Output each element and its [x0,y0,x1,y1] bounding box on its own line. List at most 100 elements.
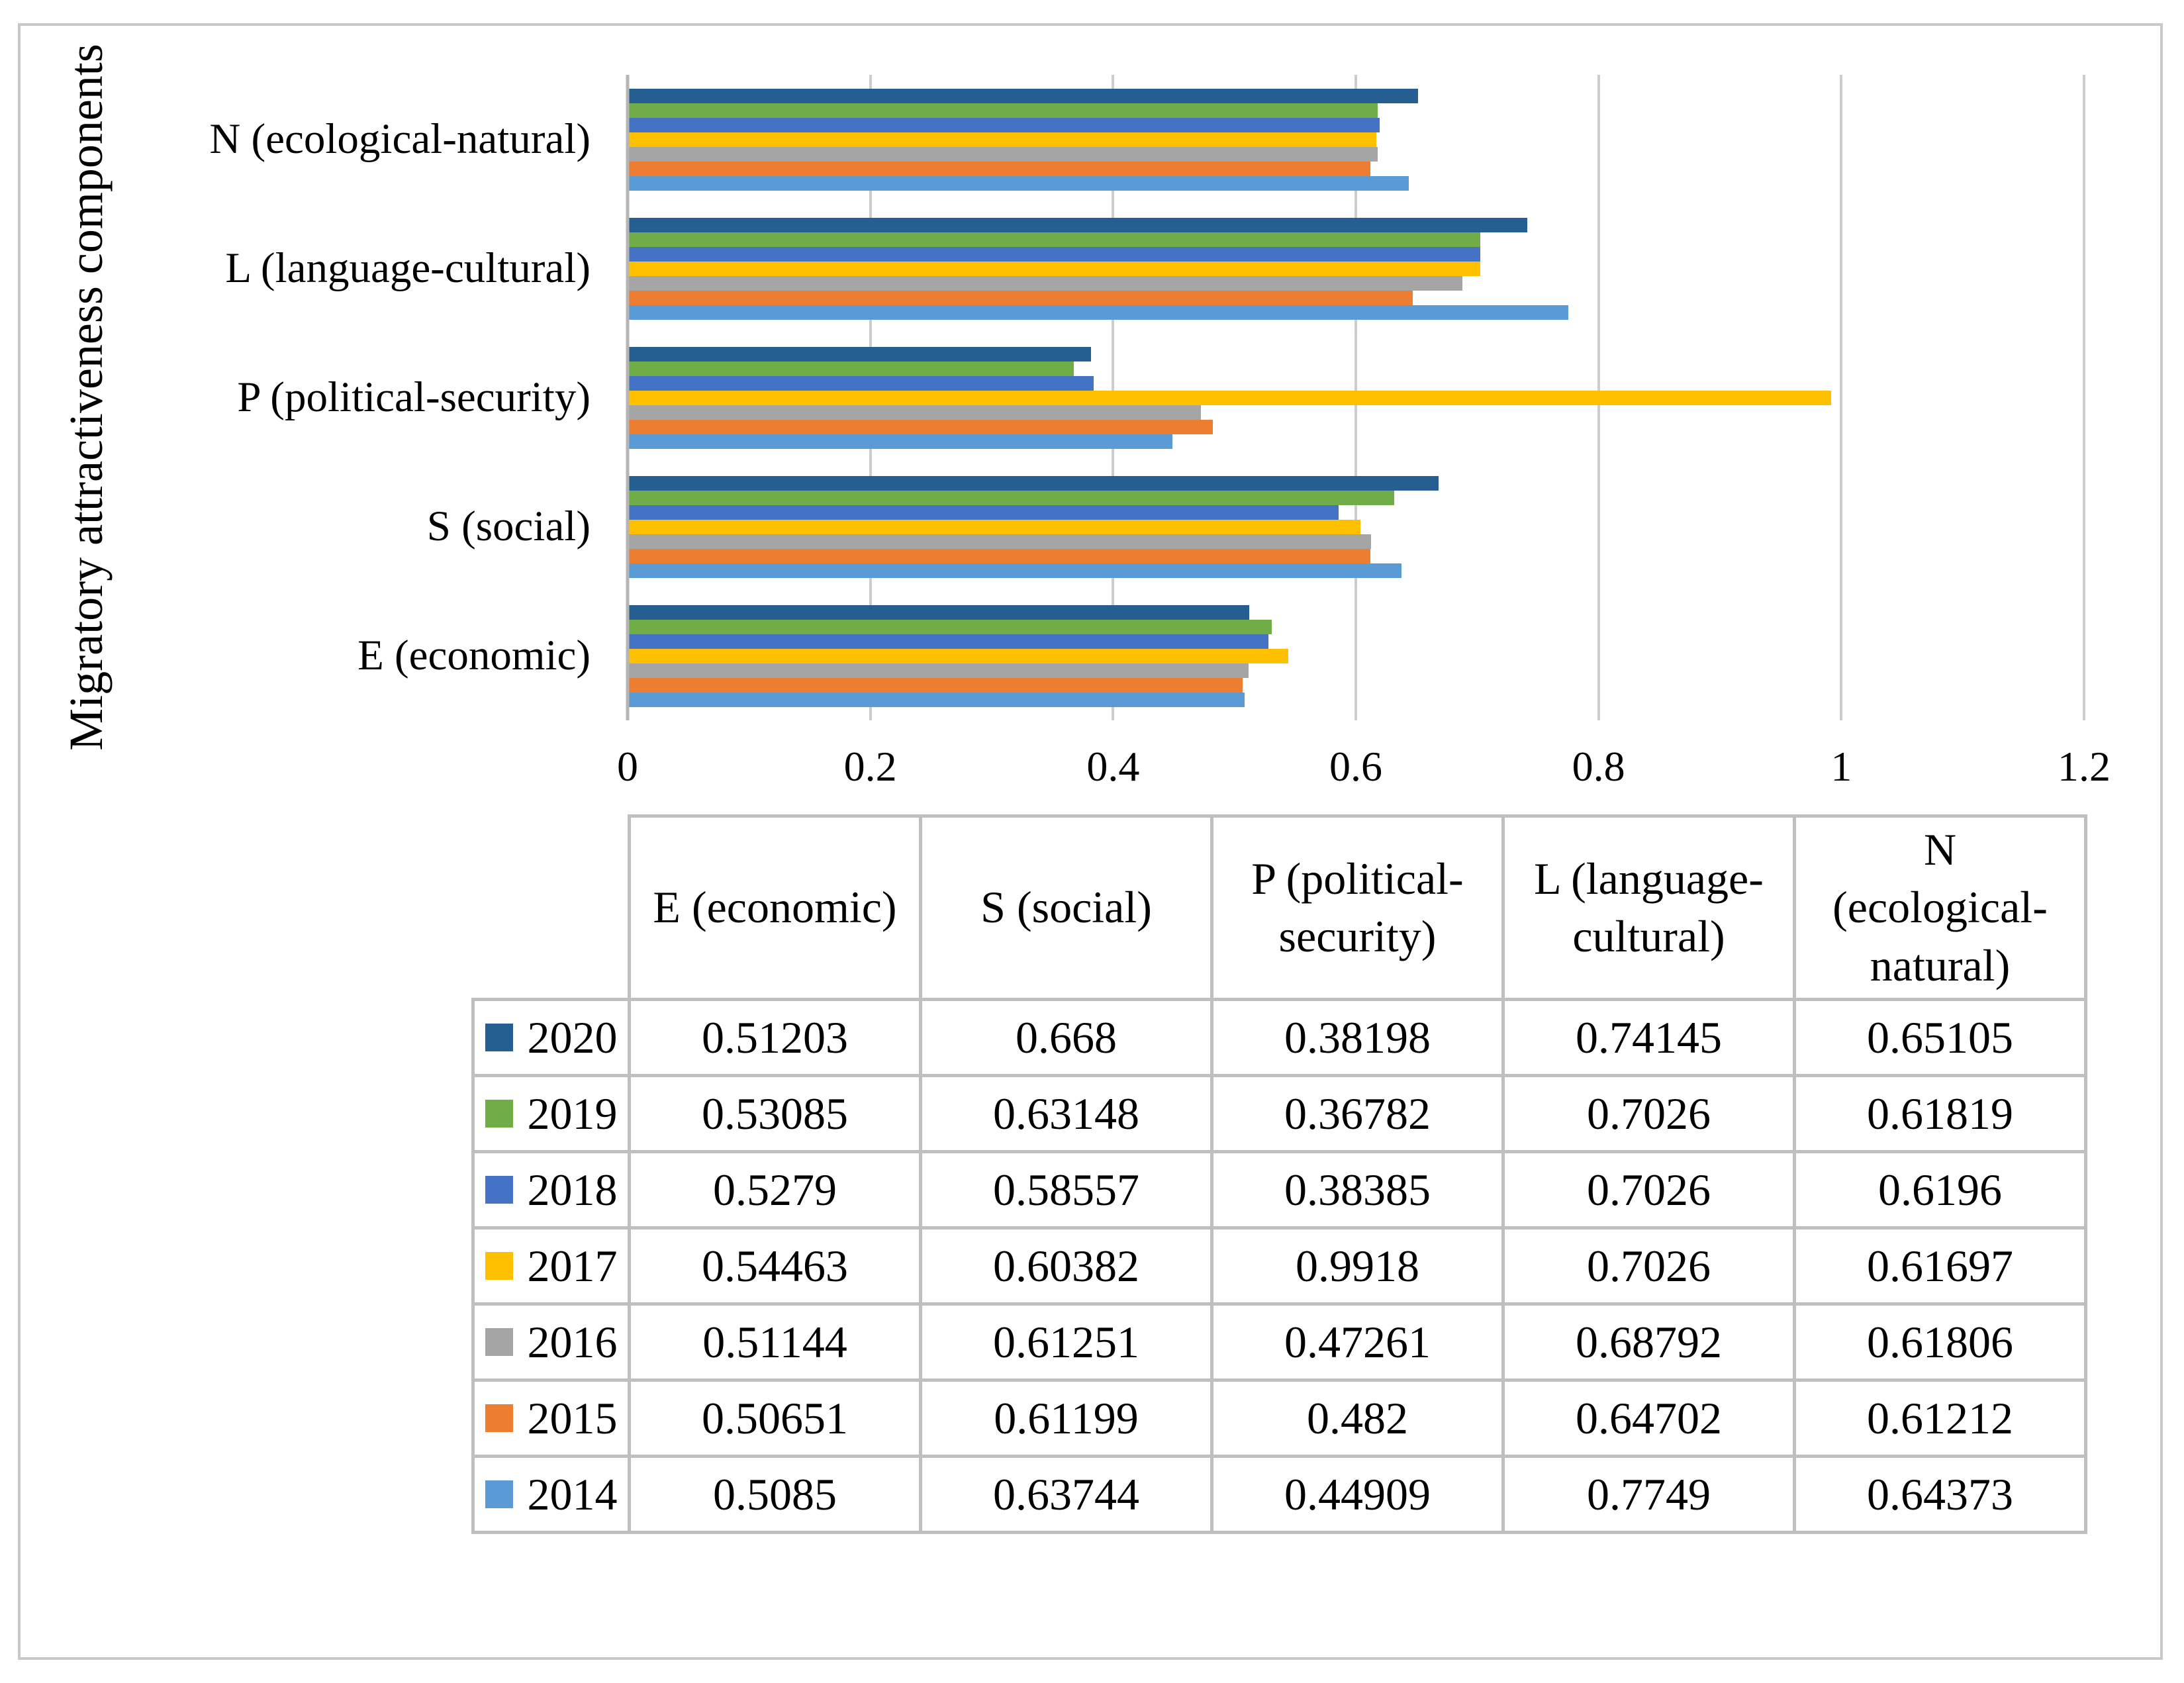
table-row-2014: 2014 0.5085 0.63744 0.44909 0.7749 0.64373 [471,1455,2087,1534]
bar-2020-E [628,604,1249,620]
value-cell-2020-E: 0.51203 [628,998,922,1077]
data-table: E (economic) S (social) P (political- secu… [471,814,2087,1534]
value-cell-2020-N: 0.65105 [1793,998,2087,1077]
bar-2019-S [628,490,1394,505]
year-cell-2017: 2017 [471,1226,631,1306]
gridline-1 [1840,75,1843,720]
bar-2017-L [628,261,1481,276]
x-tick-label-0: 0 [617,743,638,790]
value-cell-2017-P: 0.9918 [1210,1226,1505,1306]
year-label-2017: 2017 [527,1240,618,1291]
category-label-L: L (language-cultural) [225,244,591,292]
value-cell-2015-P: 0.482 [1210,1378,1505,1458]
year-cell-2015: 2015 [471,1378,631,1458]
legend-swatch-2017 [485,1252,513,1280]
bar-2018-E [628,634,1268,649]
year-cell-2014: 2014 [471,1455,631,1534]
x-tick-label-1: 1 [1830,743,1852,790]
value-cell-2016-E: 0.51144 [628,1302,922,1382]
legend-swatch-2018 [485,1176,513,1204]
value-cell-2014-N: 0.64373 [1793,1455,2087,1534]
table-row-2017: 2017 0.54463 0.60382 0.9918 0.7026 0.61697 [471,1226,2087,1306]
value-cell-2020-P: 0.38198 [1210,998,1505,1077]
table-row-2015: 2015 0.50651 0.61199 0.482 0.64702 0.61212 [471,1378,2087,1458]
bar-2017-S [628,519,1360,534]
bar-2018-P [628,375,1094,391]
bar-2016-S [628,534,1371,549]
bar-2014-L [628,305,1568,320]
bar-group-S [628,462,2084,591]
bar-2020-P [628,346,1092,361]
bar-group-E [628,591,2084,720]
category-label-E: E (economic) [357,632,591,679]
value-cell-2015-S: 0.61199 [919,1378,1213,1458]
value-cell-2018-N: 0.6196 [1793,1150,2087,1229]
value-cell-2017-N: 0.61697 [1793,1226,2087,1306]
value-cell-2018-P: 0.38385 [1210,1150,1505,1229]
value-cell-2018-L: 0.7026 [1501,1150,1796,1229]
value-cell-2016-N: 0.61806 [1793,1302,2087,1382]
x-tick-label-0.2: 0.2 [843,743,897,790]
value-cell-2019-L: 0.7026 [1501,1074,1796,1153]
bar-2016-E [628,663,1249,678]
value-cell-2014-L: 0.7749 [1501,1455,1796,1534]
year-label-2014: 2014 [527,1468,618,1519]
category-label-P: P (political-security) [237,373,591,421]
value-cell-2020-L: 0.74145 [1501,998,1796,1077]
bar-2019-N [628,103,1378,118]
value-cell-2015-N: 0.61212 [1793,1378,2087,1458]
year-cell-2019: 2019 [471,1074,631,1153]
bar-group-P [628,333,2084,462]
year-cell-2016: 2016 [471,1302,631,1382]
year-label-2019: 2019 [527,1088,618,1139]
bar-2018-L [628,246,1481,262]
bar-2015-E [628,677,1243,693]
year-cell-2020: 2020 [471,998,631,1077]
value-cell-2018-S: 0.58557 [919,1150,1213,1229]
bar-group-N [628,75,2084,204]
value-cell-2019-N: 0.61819 [1793,1074,2087,1153]
bar-2014-E [628,692,1245,707]
table-header-row: E (economic) S (social) P (political- secu… [473,814,2087,1001]
value-cell-2015-L: 0.64702 [1501,1378,1796,1458]
x-axis-tick-labels: 0 0.2 0.4 0.6 0.8 1 1.2 [617,734,2111,800]
value-cell-2015-E: 0.50651 [628,1378,922,1458]
table-header-P: P (political- security) [1210,814,1505,1001]
x-tick-label-0.4: 0.4 [1086,743,1140,790]
table-header-N: N (ecological- natural) [1793,814,2087,1001]
bar-2014-P [628,434,1173,449]
legend-swatch-2015 [485,1404,513,1432]
table-row-2018: 2018 0.5279 0.58557 0.38385 0.7026 0.6196 [471,1150,2087,1229]
year-cell-2018: 2018 [471,1150,631,1229]
value-cell-2019-E: 0.53085 [628,1074,922,1153]
bar-2017-P [628,390,1832,405]
bar-2017-E [628,648,1289,663]
value-cell-2014-P: 0.44909 [1210,1455,1505,1534]
table-corner-cell [473,816,630,1000]
year-label-2018: 2018 [527,1164,618,1215]
category-labels: N (ecological-natural) L (language-cultur… [119,75,609,720]
value-cell-2014-E: 0.5085 [628,1455,922,1534]
value-cell-2016-L: 0.68792 [1501,1302,1796,1382]
table-row-2020: 2020 0.51203 0.668 0.38198 0.74145 0.65105 [471,998,2087,1077]
y-axis-title: Migratory attractiveness components [60,44,113,751]
bar-2014-N [628,175,1409,191]
table-row-2016: 2016 0.51144 0.61251 0.47261 0.68792 0.61806 [471,1302,2087,1382]
value-cell-2017-S: 0.60382 [919,1226,1213,1306]
bar-2016-L [628,275,1463,291]
bar-group-L [628,204,2084,333]
value-cell-2014-S: 0.63744 [919,1455,1213,1534]
value-cell-2020-S: 0.668 [919,998,1213,1077]
legend-swatch-2020 [485,1024,513,1051]
bar-2015-N [628,161,1371,176]
value-cell-2018-E: 0.5279 [628,1150,922,1229]
category-label-S: S (social) [426,503,591,550]
value-cell-2017-L: 0.7026 [1501,1226,1796,1306]
year-label-2020: 2020 [527,1012,618,1063]
category-label-N: N (ecological-natural) [209,115,591,163]
bar-2019-L [628,232,1481,247]
y-axis-line [626,75,630,720]
x-tick-label-0.8: 0.8 [1572,743,1625,790]
bar-2015-P [628,419,1213,434]
